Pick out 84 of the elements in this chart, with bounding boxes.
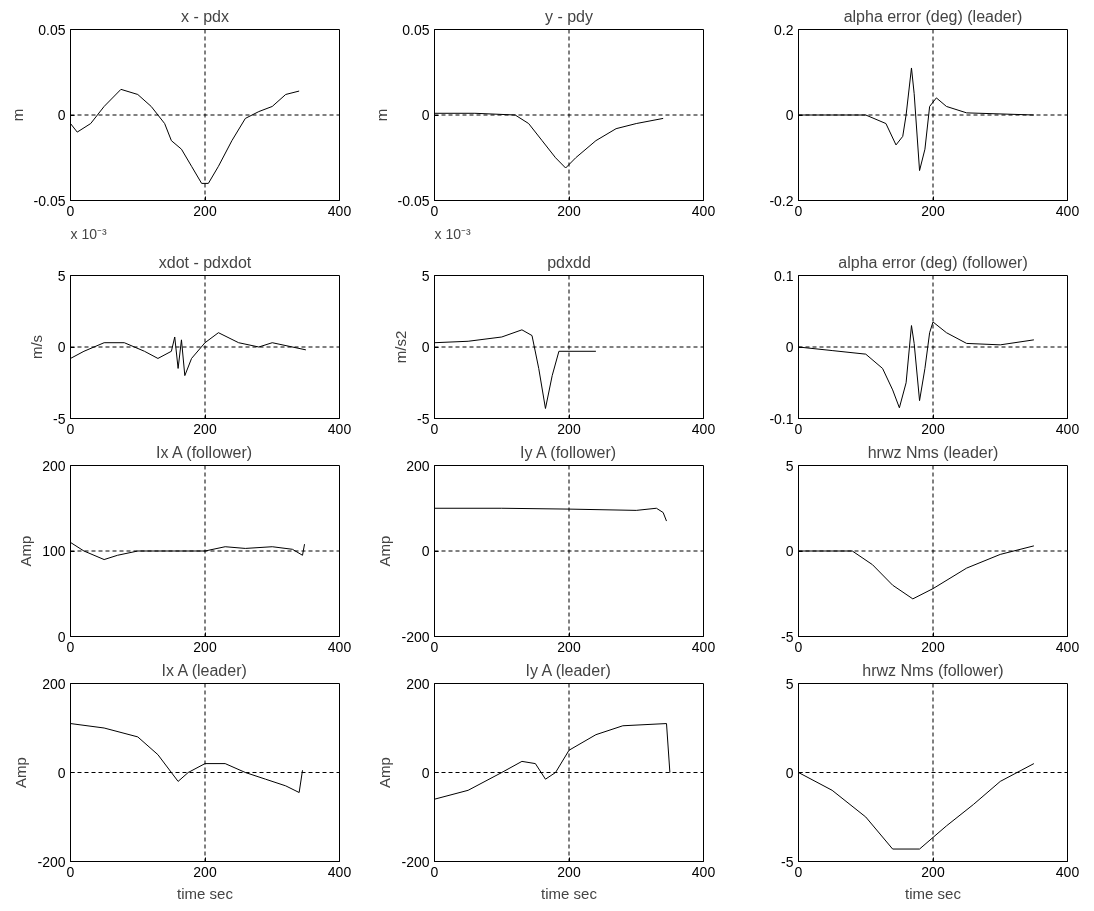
y-tick-label: 100	[42, 543, 66, 559]
y-axis-title: m	[372, 108, 390, 122]
y-tick-label: -200	[37, 853, 66, 870]
x-tick-label: 400	[691, 420, 716, 437]
x-tick-label: 200	[921, 420, 945, 437]
y-tick-label: 0.05	[402, 21, 430, 38]
x-tick-label: 200	[193, 202, 217, 219]
y-axis-title: Amp	[376, 757, 394, 788]
x-tick-label: 200	[557, 863, 581, 880]
y-tick-label: 0	[421, 339, 430, 355]
y-axis-title: m	[8, 108, 26, 122]
x-axis-title: time sec	[905, 884, 962, 902]
y-tick-label: -0.05	[33, 192, 66, 209]
y-tick-label: 0	[57, 339, 66, 355]
x-tick-label: 400	[1055, 202, 1080, 219]
y-tick-label: 200	[42, 457, 66, 474]
y-axis-title: m/s	[28, 334, 46, 360]
y-tick-label: 0	[421, 107, 430, 123]
y-tick-label: 0	[421, 764, 430, 781]
chart-title: Ix A (leader)	[161, 661, 247, 679]
chart-title: pdxdd	[547, 253, 591, 271]
y-tick-label: 0.05	[38, 21, 66, 38]
y-tick-label: -5	[781, 628, 794, 645]
y-tick-label: 0	[785, 764, 794, 781]
y-tick-label: -200	[401, 853, 430, 870]
y-tick-label: -0.1	[769, 410, 794, 427]
y-tick-label: 5	[57, 267, 66, 284]
x-tick-label: 200	[193, 420, 217, 437]
y-tick-label: 0.1	[774, 267, 794, 284]
y-tick-label: 200	[42, 675, 66, 692]
y-tick-label: 200	[406, 457, 430, 474]
chart-title: Iy A (leader)	[525, 661, 611, 679]
x-tick-label: 200	[921, 638, 945, 655]
x-tick-label: 400	[1055, 638, 1080, 655]
x-tick-label: 200	[921, 863, 945, 880]
x-tick-label: 200	[557, 202, 581, 219]
x-axis-title: time sec	[177, 884, 234, 902]
chart-title: x - pdx	[180, 7, 230, 25]
y-tick-label: 0	[785, 107, 794, 123]
text: x 10⁻³	[434, 225, 471, 242]
y-tick-label: 5	[785, 675, 794, 692]
chart-title: alpha error (deg) (leader)	[843, 7, 1023, 25]
y-tick-label: 0.2	[774, 21, 794, 38]
x-tick-label: 400	[327, 863, 352, 880]
x-axis-title: time sec	[541, 884, 598, 902]
y-axis-title: m/s2	[392, 330, 410, 364]
x-tick-label: 200	[921, 202, 945, 219]
x-tick-label: 200	[193, 638, 217, 655]
chart-title: alpha error (deg) (follower)	[838, 253, 1028, 271]
chart-title: hrwz Nms (follower)	[862, 661, 1004, 679]
y-tick-label: 0	[57, 107, 66, 123]
y-axis-title: Amp	[12, 757, 30, 788]
y-tick-label: -200	[401, 628, 430, 645]
x-tick-label: 200	[557, 420, 581, 437]
x-tick-label: 200	[557, 638, 581, 655]
x-tick-label: 400	[327, 420, 352, 437]
x-tick-label: 400	[691, 863, 716, 880]
y-tick-label: 5	[421, 267, 430, 284]
chart-title: xdot - pdxdot	[158, 253, 252, 271]
y-axis-title: Amp	[17, 535, 35, 567]
y-tick-label: -0.2	[769, 192, 794, 209]
y-tick-label: 5	[785, 457, 794, 474]
y-tick-label: -0.05	[397, 192, 430, 209]
chart-title: y - pdy	[544, 7, 594, 25]
y-tick-label: -5	[417, 410, 430, 427]
y-tick-label: 0	[57, 764, 66, 781]
chart-title: Iy A (follower)	[520, 443, 617, 461]
text: x 10⁻³	[70, 225, 107, 242]
x-tick-label: 400	[327, 638, 352, 655]
x-tick-label: 400	[327, 202, 352, 219]
y-tick-label: 0	[421, 543, 430, 559]
chart-title: Ix A (follower)	[156, 443, 253, 461]
y-tick-label: 200	[406, 675, 430, 692]
x-tick-label: 400	[1055, 420, 1080, 437]
y-tick-label: 0	[785, 339, 794, 355]
x-tick-label: 400	[691, 638, 716, 655]
x-tick-label: 400	[1055, 863, 1080, 880]
x-tick-label: 400	[691, 202, 716, 219]
y-tick-label: 0	[785, 543, 794, 559]
y-tick-label: -5	[53, 410, 66, 427]
y-tick-label: -5	[781, 853, 794, 870]
y-axis-title: Amp	[376, 535, 394, 567]
x-tick-label: 200	[193, 863, 217, 880]
chart-title: hrwz Nms (leader)	[867, 443, 999, 461]
